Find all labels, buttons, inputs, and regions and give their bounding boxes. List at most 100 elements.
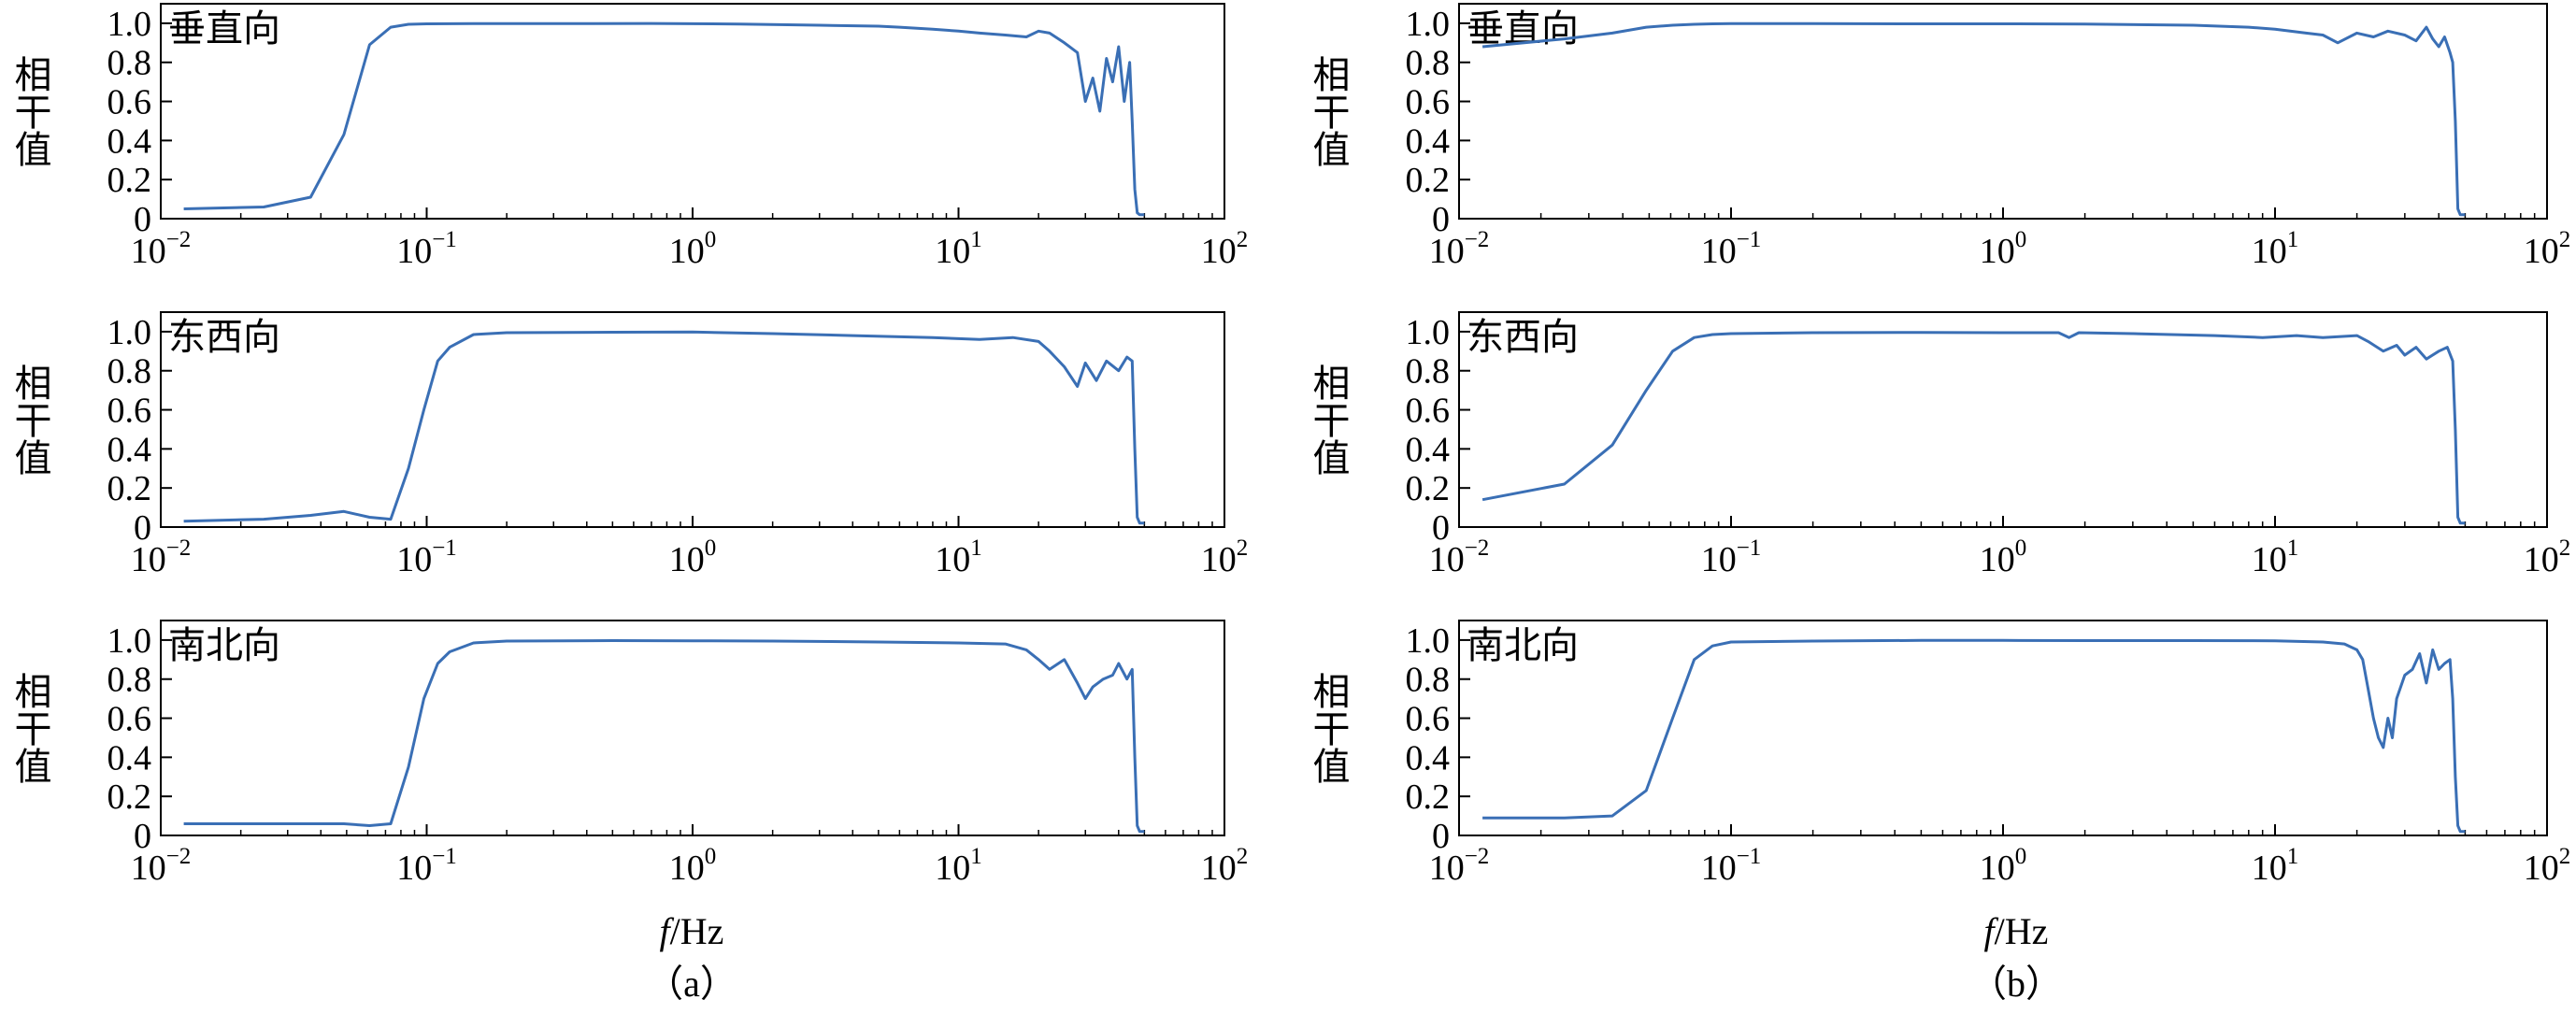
chart-b-3-coherence-line (1482, 638, 2466, 834)
chart-a-3-y-axis-label: 相干值 (9, 672, 51, 784)
chart-b-1-x-tick-label: 101 (2252, 227, 2299, 271)
chart-a-2-plot-frame (160, 311, 1225, 528)
x-axis-label-a: f/Hz (660, 910, 724, 952)
chart-b-3-x-tick-label: 100 (1980, 844, 2027, 888)
chart-b-3-direction-label: 南北向 (1467, 624, 1579, 666)
chart-a-2-x-tick-label: 100 (669, 535, 717, 579)
chart-b-2-y-tick-label: 0.4 (1406, 430, 1451, 469)
chart-a-1-y-tick-label: 1.0 (107, 5, 152, 44)
chart-a-3: 00.20.40.60.81.0 10−2 10−1 100 101 102 相干值 南北向 (9, 620, 1249, 888)
chart-a-2-y-tick-label: 1.0 (107, 313, 152, 352)
chart-b-3-x-tick-label: 101 (2252, 844, 2299, 888)
chart-a-3-y-tick-label: 0.2 (107, 778, 152, 817)
chart-b-1-y-tick-label: 0.6 (1406, 83, 1451, 122)
chart-b-2-y-tick-label: 0.2 (1406, 469, 1451, 508)
chart-b-3-y-tick-label: 0.8 (1406, 661, 1451, 700)
chart-b-1-y-axis-label: 相干值 (1308, 55, 1350, 167)
chart-b-1-x-tick-label: 10−2 (1429, 227, 1490, 271)
chart-b-1-coherence-line (1481, 21, 2466, 217)
chart-a-2-y-tick-label: 0.8 (107, 352, 152, 392)
chart-a-1-x-tick-label: 10−1 (396, 227, 457, 271)
chart-b-1-x-tick-label: 102 (2524, 227, 2571, 271)
chart-a-3-plot-frame (160, 620, 1225, 836)
chart-b-2-y-tick-label: 0.8 (1406, 352, 1451, 392)
chart-a-3-y-tick-label: 1.0 (107, 621, 152, 661)
chart-a-2-y-axis-label: 相干值 (9, 364, 51, 476)
chart-b-3-x-tick-label: 102 (2524, 844, 2571, 888)
chart-b-2-x-tick-label: 102 (2524, 535, 2571, 579)
chart-b-3-x-tick-label: 10−1 (1701, 844, 1762, 888)
chart-a-2-coherence-line (183, 330, 1145, 525)
chart-a-2-y-tick-label: 0.2 (107, 469, 152, 508)
chart-b-3-y-axis-label: 相干值 (1308, 672, 1350, 784)
chart-a-3-x-tick-label: 10−1 (396, 844, 457, 888)
chart-b-3-plot-frame (1458, 620, 2548, 836)
x-axis-label-b-unit: /Hz (1995, 910, 2049, 952)
chart-b-3: 00.20.40.60.81.0 10−2 10−1 100 101 102 相干值 南北向 (1308, 620, 2571, 888)
column-a-labels: f/Hz （a） (646, 910, 737, 1005)
chart-b-1-x-tick-label: 100 (1980, 227, 2027, 271)
chart-b-2-x-tick-label: 101 (2252, 535, 2299, 579)
chart-b-2-x-tick-label: 10−1 (1701, 535, 1762, 579)
chart-b-3-x-tick-label: 10−2 (1429, 844, 1490, 888)
chart-b-2-direction-label: 东西向 (1467, 316, 1579, 358)
chart-b-2-y-tick-label: 0.6 (1406, 392, 1451, 431)
chart-b-1-x-tick-label: 10−1 (1701, 227, 1762, 271)
column-b-labels: f/Hz （b） (1969, 910, 2063, 1005)
chart-a-1-plot-frame (160, 3, 1225, 220)
chart-a-1-y-tick-label: 0.6 (107, 83, 152, 122)
chart-b-2-coherence-line (1481, 331, 2466, 525)
chart-a-2-y-tick-label: 0 (134, 508, 151, 548)
chart-a-1-direction-label: 垂直向 (168, 7, 280, 50)
chart-a-1-y-tick-label: 0.8 (107, 44, 152, 83)
chart-b-2-plot-frame (1458, 311, 2548, 528)
chart-b-2-x-tick-label: 10−2 (1429, 535, 1490, 579)
chart-a-3-direction-label: 南北向 (168, 624, 280, 666)
chart-b-1-y-tick-label: 0.4 (1406, 121, 1451, 161)
chart-b-2-y-axis-label: 相干值 (1308, 364, 1350, 476)
chart-b-1-y-tick-label: 1.0 (1406, 5, 1451, 44)
chart-a-2-y-tick-label: 0.4 (107, 430, 152, 469)
panel-label-b: （b） (1969, 963, 2063, 1005)
panel-label-a: （a） (646, 963, 737, 1005)
chart-a-1-x-tick-label: 10−2 (131, 227, 192, 271)
chart-a-3-y-tick-label: 0.6 (107, 700, 152, 739)
chart-a-2-direction-label: 东西向 (168, 316, 280, 358)
chart-b-3-y-tick-label: 0.4 (1406, 738, 1451, 778)
chart-a-3-x-tick-label: 102 (1201, 844, 1249, 888)
chart-a-3-x-tick-label: 101 (935, 844, 982, 888)
chart-a-2-x-tick-label: 10−2 (131, 535, 192, 579)
chart-b-1-y-tick-label: 0.8 (1406, 44, 1451, 83)
chart-a-1-x-tick-label: 102 (1201, 227, 1249, 271)
chart-b-2-y-tick-label: 1.0 (1406, 313, 1451, 352)
chart-a-1: 00.20.40.60.81.0 10−2 10−1 100 101 102 相干值 垂直向 (9, 3, 1249, 271)
chart-a-1-x-tick-label: 100 (669, 227, 717, 271)
chart-b-2: 00.20.40.60.81.0 10−2 10−1 100 101 102 相干值 东西向 (1308, 311, 2571, 579)
chart-a-1-coherence-line (183, 21, 1145, 217)
chart-b-2-x-tick-label: 100 (1980, 535, 2027, 579)
chart-a-1-x-tick-label: 101 (935, 227, 982, 271)
chart-a-3-coherence-line (183, 639, 1145, 834)
chart-panels: 00.20.40.60.81.010−2 10−1 100 101 102相干值垂直向0… (9, 3, 2571, 888)
chart-a-2: 00.20.40.60.81.0 10−2 10−1 100 101 102 相干值 东西向 (9, 311, 1249, 579)
chart-a-1-y-axis-label: 相干值 (9, 55, 51, 167)
chart-b-1-plot-frame (1458, 3, 2548, 220)
chart-a-2-y-tick-label: 0.6 (107, 392, 152, 431)
chart-a-1-y-tick-label: 0.4 (107, 121, 152, 161)
chart-b-3-y-tick-label: 1.0 (1406, 621, 1451, 661)
chart-b-2-y-tick-label: 0 (1432, 508, 1450, 548)
chart-a-3-y-tick-label: 0 (134, 817, 151, 856)
chart-a-3-x-tick-label: 10−2 (131, 844, 192, 888)
chart-a-1-y-tick-label: 0 (134, 200, 151, 239)
chart-a-3-y-tick-label: 0.8 (107, 661, 152, 700)
chart-b-3-y-tick-label: 0 (1432, 817, 1450, 856)
chart-b-3-y-tick-label: 0.2 (1406, 778, 1451, 817)
chart-a-2-x-tick-label: 101 (935, 535, 982, 579)
chart-b-3-y-tick-label: 0.6 (1406, 700, 1451, 739)
chart-b-1-y-tick-label: 0 (1432, 200, 1450, 239)
x-axis-label-a-unit: /Hz (670, 910, 724, 952)
chart-a-2-x-tick-label: 102 (1201, 535, 1249, 579)
chart-a-3-y-tick-label: 0.4 (107, 738, 152, 778)
chart-a-1-y-tick-label: 0.2 (107, 161, 152, 200)
